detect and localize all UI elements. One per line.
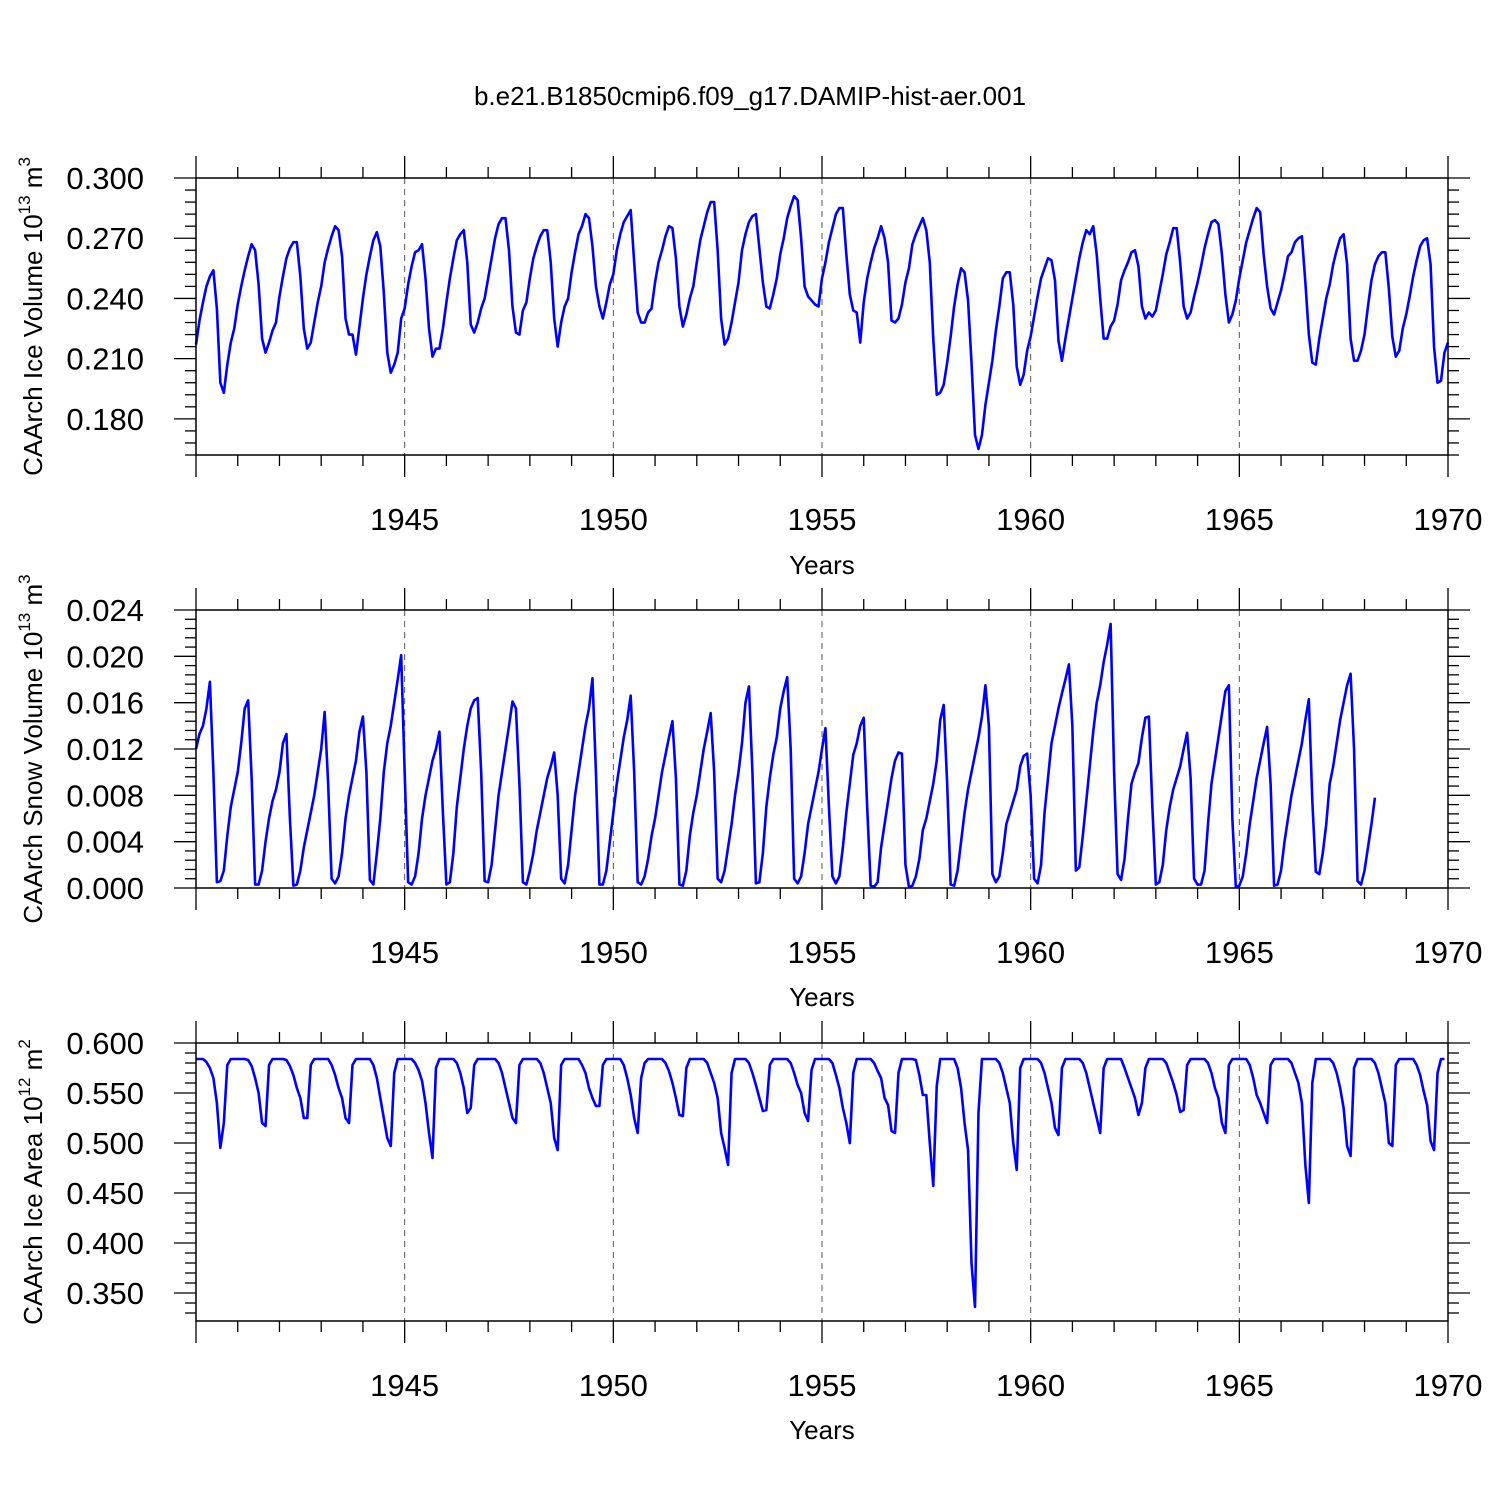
y-tick-label: 0.400 — [66, 1226, 144, 1261]
y-axis-label-text: m — [18, 1049, 48, 1078]
y-tick-label: 0.210 — [66, 342, 144, 377]
y-axis-label-text: CAArch Ice Area 10 — [18, 1096, 48, 1324]
y-axis-label-superscript: 13 — [15, 613, 34, 632]
y-tick-label: 0.004 — [66, 825, 144, 860]
y-tick-label: 0.500 — [66, 1126, 144, 1161]
x-tick-label: 1950 — [579, 935, 648, 970]
series-line-ice-area — [196, 1057, 1445, 1309]
y-axis-label: CAArch Snow Volume 1013 m3 — [15, 574, 48, 923]
x-axis-label: Years — [789, 550, 855, 580]
x-tick-label: 1965 — [1205, 1368, 1274, 1403]
x-tick-label: 1945 — [370, 935, 439, 970]
y-tick-label: 0.008 — [66, 778, 144, 813]
panels: 0.180 0.210 0.240 0.270 0.300 1945 1950 1955 196… — [15, 156, 1482, 1445]
y-tick-label: 0.240 — [66, 281, 144, 316]
x-tick-label: 1955 — [788, 1368, 857, 1403]
y-axis-label-superscript: 3 — [15, 574, 34, 583]
x-tick-label: 1955 — [788, 935, 857, 970]
y-axis-label-text: m — [18, 584, 48, 613]
series-line-snow-volume — [194, 622, 1377, 889]
chart-panel-2: 0.000 0.004 0.008 0.012 0.016 0.020 0.024 1945 1… — [15, 574, 1482, 1012]
y-tick-label: 0.270 — [66, 221, 144, 256]
x-axis-label: Years — [789, 982, 855, 1012]
y-tick-label: 0.550 — [66, 1076, 144, 1111]
y-axis-label-text: CAArch Snow Volume 10 — [18, 632, 48, 924]
y-axis-label-superscript: 3 — [15, 157, 34, 166]
y-tick-label: 0.180 — [66, 402, 144, 437]
x-tick-label: 1950 — [579, 502, 648, 537]
y-axis-label-superscript: 12 — [15, 1078, 34, 1097]
y-axis-label: CAArch Ice Volume 1013 m3 — [15, 157, 48, 476]
y-tick-label: 0.016 — [66, 686, 144, 721]
x-tick-label: 1970 — [1414, 502, 1483, 537]
y-tick-label: 0.600 — [66, 1026, 144, 1061]
y-axis-label-superscript: 2 — [15, 1039, 34, 1048]
y-tick-label: 0.012 — [66, 732, 144, 767]
x-tick-label: 1960 — [996, 935, 1065, 970]
chart-panel-3: 0.350 0.400 0.450 0.500 0.550 0.600 1945 1950 19… — [15, 1021, 1482, 1445]
chart-title: b.e21.B1850cmip6.f09_g17.DAMIP-hist-aer.… — [474, 81, 1026, 111]
y-tick-label: 0.450 — [66, 1176, 144, 1211]
x-axis-label: Years — [789, 1415, 855, 1445]
chart-panel-1: 0.180 0.210 0.240 0.270 0.300 1945 1950 1955 196… — [15, 156, 1482, 580]
x-tick-label: 1945 — [370, 502, 439, 537]
y-axis-label-text: CAArch Ice Volume 10 — [18, 214, 48, 476]
y-tick-label: 0.300 — [66, 161, 144, 196]
x-tick-label: 1970 — [1414, 935, 1483, 970]
x-tick-label: 1960 — [996, 502, 1065, 537]
y-axis-label: CAArch Ice Area 1012 m2 — [15, 1039, 48, 1325]
x-tick-label: 1960 — [996, 1368, 1065, 1403]
y-axis-label-text: m — [18, 167, 48, 196]
x-tick-label: 1965 — [1205, 502, 1274, 537]
y-tick-label: 0.020 — [66, 639, 144, 674]
x-tick-label: 1970 — [1414, 1368, 1483, 1403]
x-tick-label: 1950 — [579, 1368, 648, 1403]
y-axis-label-superscript: 13 — [15, 195, 34, 214]
y-tick-label: 0.000 — [66, 871, 144, 906]
y-tick-label: 0.024 — [66, 593, 144, 628]
x-tick-label: 1955 — [788, 502, 857, 537]
y-tick-label: 0.350 — [66, 1276, 144, 1311]
x-tick-label: 1965 — [1205, 935, 1274, 970]
x-tick-label: 1945 — [370, 1368, 439, 1403]
series-line-ice-volume — [194, 194, 1450, 451]
